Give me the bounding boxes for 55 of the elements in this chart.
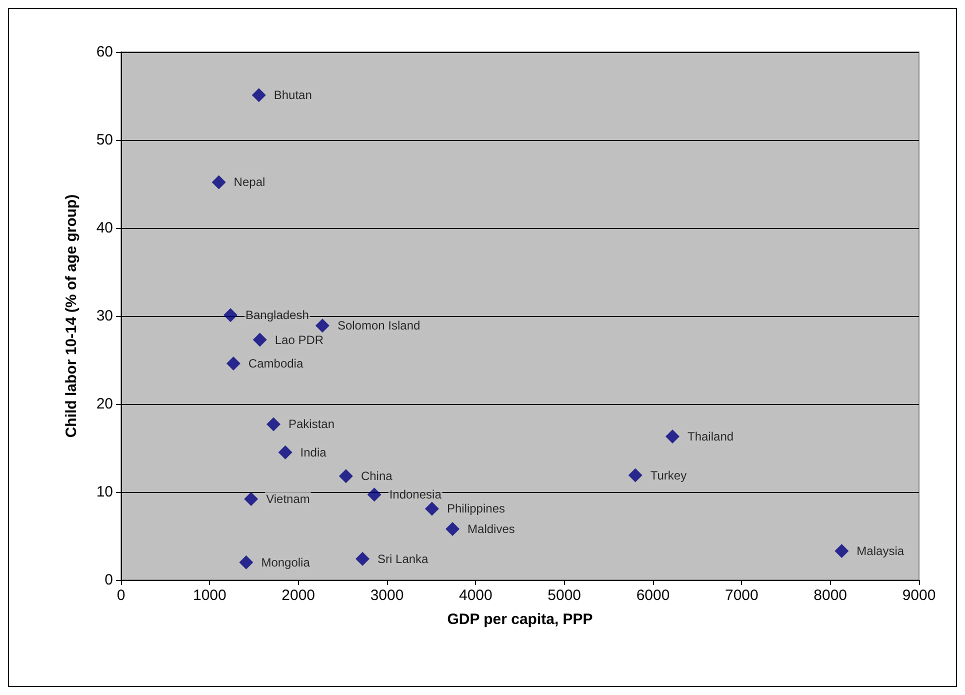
x-tick-label: 8000 [814, 587, 848, 604]
point [226, 356, 240, 371]
point [266, 417, 281, 432]
point [356, 552, 370, 566]
point [424, 502, 439, 516]
data-label: Bangladesh [246, 308, 309, 322]
data-label: Maldives [468, 522, 515, 536]
y-tick-label: 0 [104, 572, 113, 588]
point [278, 445, 292, 460]
data-label: Thailand [688, 430, 734, 444]
x-tick-label: 4000 [458, 587, 492, 604]
point [338, 469, 353, 484]
point [834, 544, 849, 558]
data-label: Solomon Island [337, 318, 420, 333]
data-label: Lao PDR [274, 332, 324, 347]
point [239, 555, 254, 570]
x-tick-label: 7000 [724, 587, 758, 604]
point [212, 175, 226, 190]
point [315, 318, 330, 333]
x-tick-label: 5000 [548, 587, 582, 604]
data-label: China [360, 469, 393, 484]
y-tick-label: 20 [96, 396, 113, 412]
x-axis-title: GDP per capita, PPP [447, 611, 593, 628]
data-label: Malaysia [856, 544, 904, 558]
data-label: Nepal [234, 175, 266, 190]
data-label: Vietnam [266, 492, 310, 506]
y-tick-label: 10 [96, 484, 113, 500]
x-tick-label: 1000 [192, 587, 226, 604]
x-tick-label: 6000 [636, 587, 670, 604]
data-label: Turkey [650, 468, 687, 482]
data-label: Philippines [446, 502, 505, 516]
y-tick-label: 30 [96, 308, 113, 324]
y-axis-title: Child labor 10-14 (% of age group) [63, 194, 80, 438]
data-label: Bhutan [274, 88, 312, 102]
x-tick-label: 2000 [282, 587, 316, 604]
x-tick-label: 0 [116, 587, 126, 604]
point [244, 492, 258, 506]
y-tick-label: 60 [96, 44, 113, 60]
point [628, 468, 642, 482]
data-label: India [300, 445, 327, 460]
data-label: Indonesia [389, 488, 442, 502]
x-tick-label: 3000 [370, 587, 404, 604]
point [666, 430, 680, 444]
data-label: Pakistan [288, 417, 335, 432]
x-tick-label: 9000 [902, 587, 936, 604]
point [367, 488, 382, 502]
data-label: Sri Lanka [378, 552, 429, 566]
data-label: Mongolia [261, 555, 310, 570]
point [446, 522, 460, 536]
point [252, 332, 267, 347]
point [252, 88, 266, 102]
y-tick-label: 40 [96, 220, 113, 236]
point [224, 308, 238, 322]
y-tick-label: 50 [96, 132, 113, 148]
data-label: Cambodia [248, 356, 304, 371]
